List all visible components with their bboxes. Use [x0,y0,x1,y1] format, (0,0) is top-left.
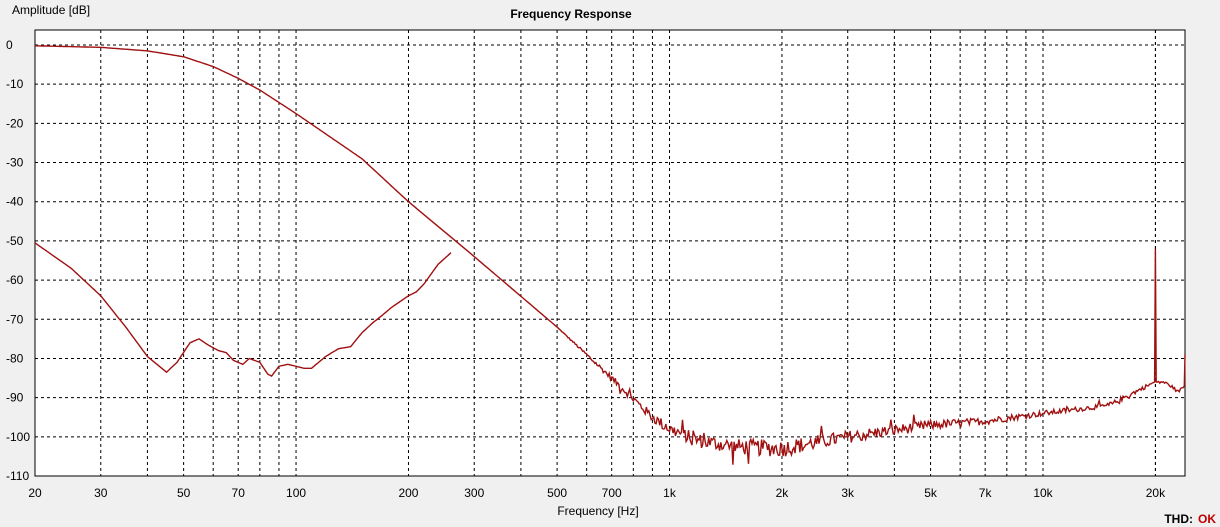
y-tick-label: 0 [6,38,13,52]
y-tick-label: -60 [6,273,24,287]
tick-labels: 0 -10 -20 -30 -40 -50 -60 -70 -80 -90 -100 -110 20 30… [6,38,1166,500]
chart-title: Frequency Response [510,7,632,21]
x-tick-label: 3k [841,486,855,500]
x-tick-label: 1k [663,486,677,500]
x-tick-label: 100 [286,486,306,500]
x-tick-label: 20 [28,486,42,500]
thd-label: THD: [1164,512,1193,526]
thd-value: OK [1198,512,1216,526]
x-tick-label: 300 [464,486,484,500]
x-tick-label: 5k [924,486,938,500]
grid-lines [35,30,1185,476]
x-tick-label: 50 [177,486,191,500]
x-tick-label: 7k [979,486,993,500]
y-tick-label: -20 [6,116,24,130]
x-tick-label: 70 [232,486,246,500]
y-tick-label: -70 [6,312,24,326]
y-tick-label: -100 [6,430,30,444]
y-tick-label: -30 [6,156,24,170]
plot-area [34,29,1186,477]
y-tick-label: -50 [6,234,24,248]
series-layer [34,45,1186,465]
x-tick-label: 20k [1146,486,1166,500]
x-tick-label: 700 [602,486,622,500]
x-tick-label: 500 [547,486,567,500]
y-tick-label: -10 [6,77,24,91]
x-tick-label: 30 [94,486,108,500]
y-tick-label: -40 [6,195,24,209]
x-tick-label: 10k [1033,486,1053,500]
x-axis-label: Frequency [Hz] [557,504,638,518]
series-line-secondary [34,242,452,378]
series-line-main [35,45,1186,465]
y-tick-label: -110 [6,469,29,483]
y-tick-label: -80 [6,351,24,365]
x-tick-label: 2k [776,486,790,500]
thd-status: THD: OK [1164,512,1216,526]
y-tick-label: -90 [6,391,24,405]
x-tick-label: 200 [398,486,418,500]
y-axis-label: Amplitude [dB] [12,3,90,17]
